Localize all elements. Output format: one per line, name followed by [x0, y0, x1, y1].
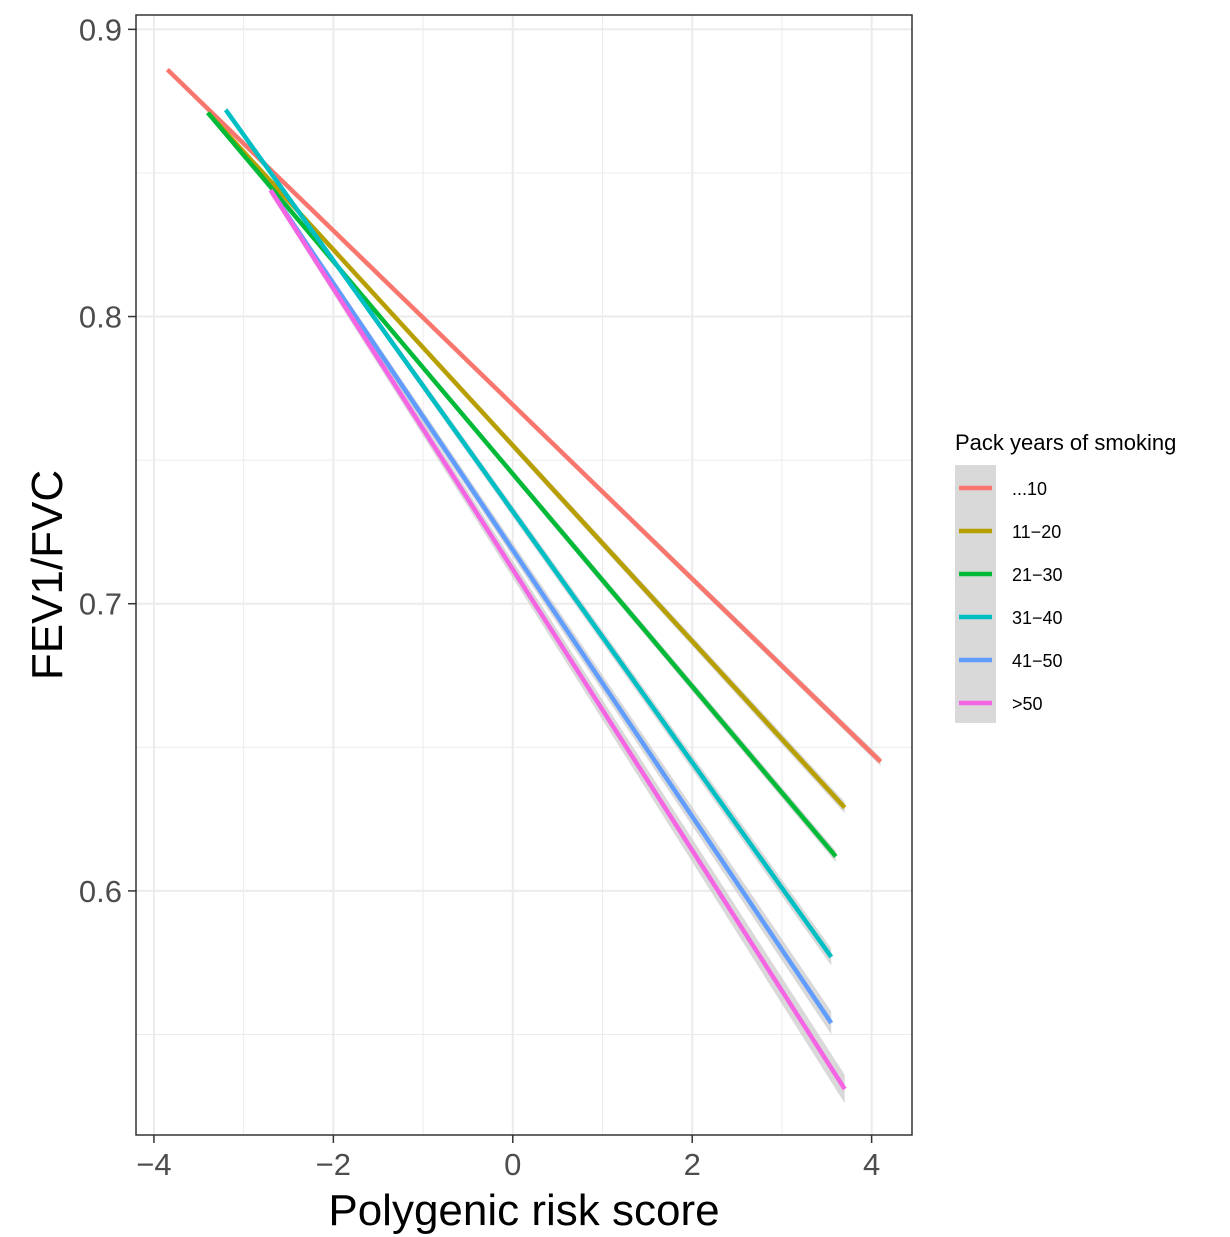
- y-axis-ticks: 0.6 0.7 0.8 0.9: [79, 12, 136, 909]
- x-axis-title: Polygenic risk score: [328, 1186, 719, 1235]
- series-line: [268, 188, 847, 1091]
- legend-label: 21−30: [1012, 565, 1063, 585]
- legend-title: Pack years of smoking: [955, 430, 1176, 455]
- series-line: [206, 111, 847, 810]
- legend-label: 11−20: [1012, 522, 1061, 542]
- legend-key-background: [955, 465, 996, 723]
- x-tick-label: −2: [316, 1147, 351, 1182]
- x-tick-label: 4: [863, 1147, 880, 1182]
- x-axis-ticks: −4 −2 0 2 4: [136, 1135, 880, 1182]
- panel-border: [135, 14, 913, 1136]
- legend-label: 31−40: [1012, 608, 1063, 628]
- legend: Pack years of smoking ...10 11−20 21−30 31−…: [955, 430, 1176, 723]
- legend-label: 41−50: [1012, 651, 1063, 671]
- legend-label: ...10: [1012, 479, 1047, 499]
- y-tick-label: 0.7: [79, 587, 122, 622]
- series-line: [223, 108, 834, 959]
- y-tick-label: 0.8: [79, 300, 122, 335]
- series-line: [268, 188, 834, 1025]
- legend-entries: ...10 11−20 21−30 31−40 41−50 >50: [959, 479, 1063, 714]
- series-line: [206, 111, 838, 858]
- x-tick-label: −4: [136, 1147, 171, 1182]
- y-axis-title: FEV1/FVC: [23, 470, 72, 680]
- x-tick-label: 0: [504, 1147, 521, 1182]
- series-line: [165, 67, 883, 764]
- x-tick-label: 2: [684, 1147, 701, 1182]
- y-tick-label: 0.6: [79, 874, 122, 909]
- series-lines: [165, 67, 883, 1091]
- legend-label: >50: [1012, 694, 1043, 714]
- y-tick-label: 0.9: [79, 12, 122, 47]
